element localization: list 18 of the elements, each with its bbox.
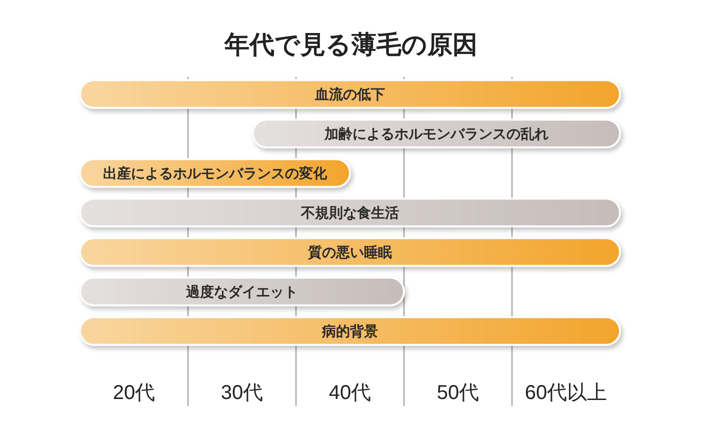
x-tick-label: 30代 xyxy=(220,382,264,404)
bar xyxy=(79,237,621,267)
x-tick-label: 20代 xyxy=(112,382,156,404)
chart-title: 年代で見る薄毛の原因 xyxy=(224,31,478,59)
bar xyxy=(79,198,621,228)
y-tick-label: 病的背景 xyxy=(321,323,378,339)
bar xyxy=(79,276,405,306)
x-tick-label: 60代以上 xyxy=(524,382,608,404)
y-tick-label: 質の悪い睡眠 xyxy=(307,244,392,260)
x-tick-label: 40代 xyxy=(328,382,372,404)
y-tick-label: 過度なダイエット xyxy=(185,284,298,300)
y-tick-label: 血流の低下 xyxy=(314,86,385,102)
x-tick-label: 50代 xyxy=(436,382,480,404)
bar xyxy=(79,316,621,346)
y-tick-label: 出産によるホルモンバランスの変化 xyxy=(103,165,328,181)
y-tick-label: 加齢によるホルモンバランスの乱れ xyxy=(323,126,548,142)
bar xyxy=(79,79,621,109)
y-tick-label: 不規則な食生活 xyxy=(300,204,399,220)
